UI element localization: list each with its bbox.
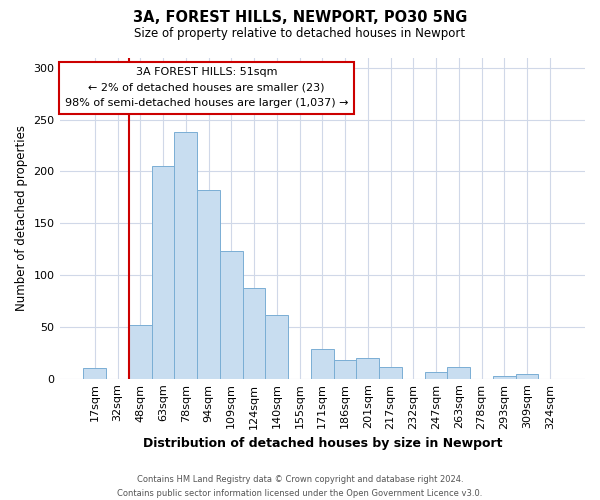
X-axis label: Distribution of detached houses by size in Newport: Distribution of detached houses by size … <box>143 437 502 450</box>
Bar <box>356 358 379 378</box>
Bar <box>425 372 448 378</box>
Bar <box>220 251 242 378</box>
Bar <box>379 368 402 378</box>
Bar <box>515 374 538 378</box>
Text: Contains HM Land Registry data © Crown copyright and database right 2024.
Contai: Contains HM Land Registry data © Crown c… <box>118 476 482 498</box>
Y-axis label: Number of detached properties: Number of detached properties <box>15 125 28 311</box>
Bar <box>334 360 356 378</box>
Bar <box>242 288 265 378</box>
Bar <box>83 368 106 378</box>
Bar <box>197 190 220 378</box>
Bar <box>311 348 334 378</box>
Text: Size of property relative to detached houses in Newport: Size of property relative to detached ho… <box>134 28 466 40</box>
Bar <box>129 325 152 378</box>
Text: 3A FOREST HILLS: 51sqm
← 2% of detached houses are smaller (23)
98% of semi-deta: 3A FOREST HILLS: 51sqm ← 2% of detached … <box>65 67 349 108</box>
Bar <box>448 368 470 378</box>
Bar <box>493 376 515 378</box>
Bar <box>265 316 288 378</box>
Bar <box>152 166 175 378</box>
Text: 3A, FOREST HILLS, NEWPORT, PO30 5NG: 3A, FOREST HILLS, NEWPORT, PO30 5NG <box>133 10 467 25</box>
Bar <box>175 132 197 378</box>
